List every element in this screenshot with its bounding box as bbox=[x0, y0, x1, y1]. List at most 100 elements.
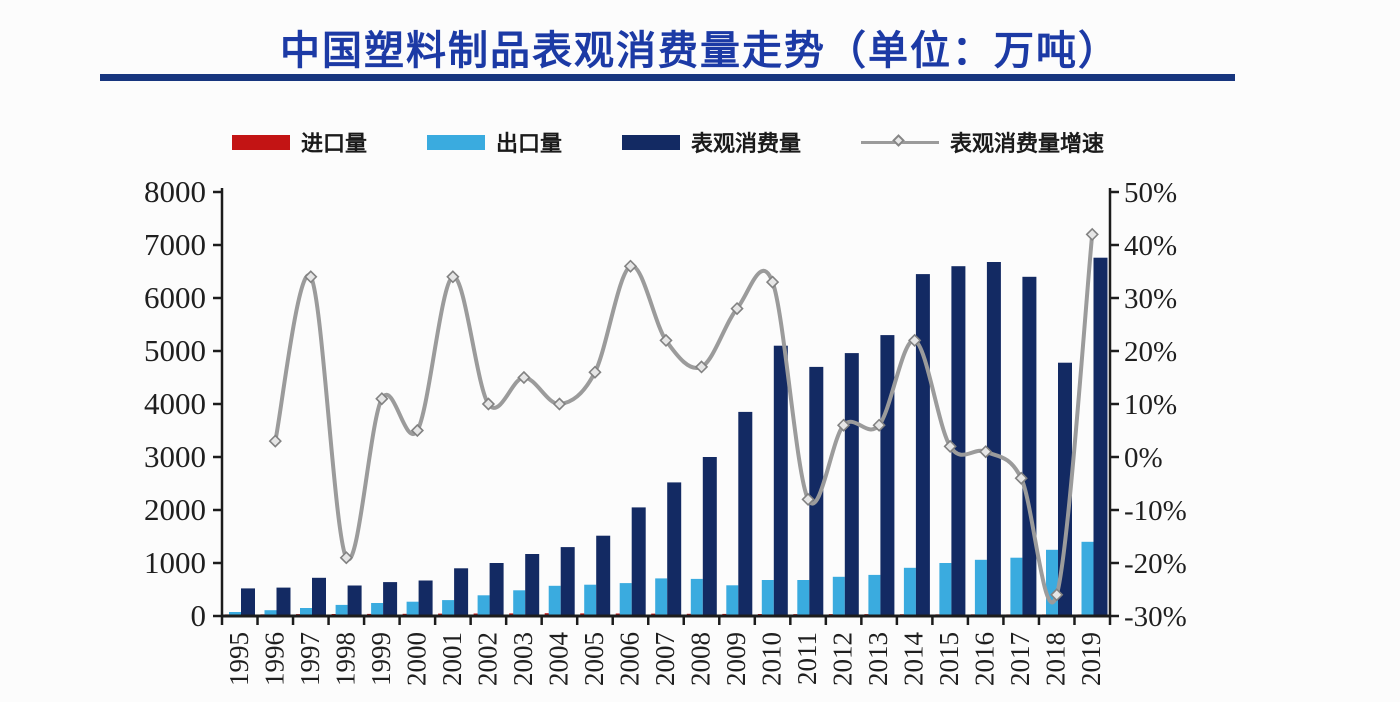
x-axis-year-label: 2013 bbox=[863, 632, 893, 686]
right-axis-tick: 40% bbox=[1124, 230, 1177, 262]
growth-marker-diamond-icon bbox=[588, 365, 602, 379]
bar-表观消费量-2006 bbox=[631, 507, 646, 616]
growth-marker-diamond-icon bbox=[304, 270, 318, 284]
x-axis-year-label: 2017 bbox=[1005, 632, 1035, 686]
bar-出口量-1995 bbox=[229, 612, 241, 616]
legend-label-exports: 出口量 bbox=[496, 131, 563, 156]
bar-表观消费量-2007 bbox=[667, 482, 682, 616]
bar-出口量-2011 bbox=[797, 580, 810, 616]
x-axis-year-label: 1997 bbox=[295, 632, 325, 686]
right-axis-tick: -20% bbox=[1124, 548, 1187, 580]
bar-表观消费量-2012 bbox=[844, 353, 859, 616]
growth-marker-diamond-icon bbox=[339, 551, 353, 565]
bar-表观消费量-1999 bbox=[383, 582, 398, 616]
bar-出口量-2016 bbox=[974, 559, 987, 616]
bar-出口量-2003 bbox=[513, 590, 526, 616]
growth-marker-diamond-icon bbox=[659, 333, 673, 348]
chart-legend: 进口量 出口量 表观消费量 表观消费量增速 bbox=[232, 126, 1104, 158]
growth-marker-diamond-icon bbox=[943, 439, 957, 454]
growth-marker-diamond-icon bbox=[1050, 588, 1064, 602]
x-axis-year-label: 2000 bbox=[401, 632, 431, 686]
right-axis-tick: -30% bbox=[1124, 601, 1187, 633]
x-axis-year-label: 2009 bbox=[721, 632, 751, 686]
x-axis-year-label: 2008 bbox=[686, 632, 716, 686]
left-axis-tick: 3000 bbox=[144, 439, 206, 474]
x-axis-year-label: 2003 bbox=[508, 632, 538, 686]
chart-title: 中国塑料制品表观消费量走势（单位：万吨） bbox=[280, 29, 1120, 73]
bar-表观消费量-1995 bbox=[241, 588, 255, 616]
right-axis-tick: 0% bbox=[1124, 442, 1163, 474]
bar-出口量-1997 bbox=[300, 608, 312, 616]
legend-item-growth: 表观消费量增速 bbox=[861, 126, 1104, 158]
legend-item-exports: 出口量 bbox=[427, 126, 562, 158]
bar-出口量-1999 bbox=[371, 603, 384, 616]
growth-rate-line bbox=[273, 232, 1095, 605]
bar-出口量-2010 bbox=[761, 580, 774, 616]
x-axis-year-label: 2019 bbox=[1076, 632, 1106, 686]
bar-出口量-2008 bbox=[690, 578, 703, 616]
x-axis-year-label: 2006 bbox=[614, 632, 644, 686]
bar-出口量-2007 bbox=[655, 578, 668, 616]
bar-表观消费量-2002 bbox=[489, 563, 504, 616]
legend-label-growth: 表观消费量增速 bbox=[950, 131, 1105, 156]
bar-表观消费量-2000 bbox=[418, 580, 433, 616]
bar-表观消费量-1997 bbox=[312, 577, 326, 616]
bar-表观消费量-1996 bbox=[276, 587, 291, 616]
x-axis-year-label: 2012 bbox=[828, 632, 858, 686]
bar-表观消费量-2017 bbox=[1022, 276, 1037, 616]
x-axis-year-label: 2016 bbox=[970, 632, 1000, 686]
bar-出口量-2005 bbox=[584, 584, 597, 616]
growth-marker-diamond-icon bbox=[481, 397, 496, 411]
consumption-swatch-icon bbox=[622, 134, 681, 150]
bar-出口量-2012 bbox=[832, 576, 845, 616]
growth-marker-diamond-icon bbox=[552, 397, 567, 411]
x-axis-year-label: 1995 bbox=[224, 632, 254, 686]
bar-出口量-2002 bbox=[477, 595, 490, 616]
bar-表观消费量-2005 bbox=[596, 535, 611, 616]
x-axis-year-label: 1999 bbox=[366, 632, 396, 686]
bar-出口量-2004 bbox=[548, 585, 561, 616]
x-axis-year-label: 2010 bbox=[757, 632, 787, 686]
bar-出口量-1996 bbox=[264, 610, 277, 616]
right-axis-tick: 20% bbox=[1124, 336, 1177, 368]
bar-表观消费量-2016 bbox=[986, 262, 1001, 616]
x-axis-year-label: 2001 bbox=[437, 632, 467, 686]
bar-表观消费量-2010 bbox=[773, 345, 788, 616]
bar-表观消费量-2003 bbox=[525, 554, 540, 616]
bar-表观消费量-2014 bbox=[915, 274, 930, 616]
bar-表观消费量-2001 bbox=[454, 568, 469, 616]
bar-出口量-2015 bbox=[939, 563, 952, 616]
growth-marker-diamond-icon bbox=[872, 418, 886, 432]
x-axis-year-label: 2015 bbox=[934, 632, 964, 686]
x-axis-year-label: 2011 bbox=[792, 632, 822, 685]
x-axis-year-label: 2005 bbox=[579, 632, 609, 686]
bar-表观消费量-2004 bbox=[560, 547, 575, 616]
growth-marker-diamond-icon bbox=[517, 370, 531, 385]
bar-表观消费量-2013 bbox=[880, 335, 895, 616]
growth-marker-diamond-icon bbox=[623, 259, 638, 273]
bar-表观消费量-2015 bbox=[951, 266, 966, 616]
growth-marker-diamond-icon bbox=[730, 301, 744, 316]
right-axis-tick: 30% bbox=[1124, 283, 1177, 315]
bar-出口量-2017 bbox=[1010, 557, 1023, 616]
bar-表观消费量-1998 bbox=[347, 585, 362, 616]
x-axis-year-label: 2007 bbox=[650, 632, 680, 686]
legend-item-consumption: 表观消费量 bbox=[622, 126, 801, 158]
left-axis-tick: 5000 bbox=[144, 333, 206, 368]
bar-表观消费量-2018 bbox=[1058, 362, 1072, 616]
left-axis-tick: 4000 bbox=[144, 386, 206, 421]
legend-label-consumption: 表观消费量 bbox=[691, 131, 802, 156]
left-axis-tick: 8000 bbox=[144, 174, 206, 209]
bar-出口量-1998 bbox=[335, 604, 348, 616]
growth-marker-diamond-icon bbox=[908, 333, 922, 348]
bar-出口量-2019 bbox=[1081, 541, 1094, 616]
growth-marker-diamond-icon bbox=[375, 392, 389, 406]
left-axis-tick: 1000 bbox=[144, 545, 206, 580]
growth-marker-diamond-icon bbox=[1085, 227, 1099, 242]
legend-label-imports: 进口量 bbox=[301, 131, 368, 156]
bar-出口量-2006 bbox=[619, 583, 632, 616]
growth-marker-diamond-icon bbox=[446, 270, 460, 284]
right-axis-tick: -10% bbox=[1124, 495, 1187, 527]
x-axis-year-label: 2004 bbox=[543, 632, 573, 687]
